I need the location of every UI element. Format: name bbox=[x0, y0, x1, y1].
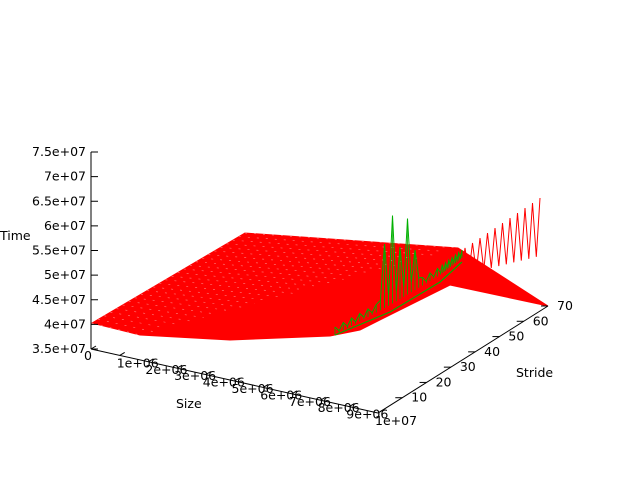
surface-red-mesh-line bbox=[177, 272, 319, 287]
surface-red-mesh-line bbox=[128, 301, 217, 315]
x-tick-label: 0 bbox=[84, 348, 92, 363]
surface-red-mesh-line bbox=[98, 319, 153, 332]
x-tick-label: 1e+06 bbox=[117, 355, 159, 370]
y-tick-label: 40 bbox=[484, 344, 500, 359]
z-tick-label: 7e+07 bbox=[44, 169, 86, 184]
surface-red-mesh-line bbox=[147, 290, 255, 304]
surface-red-mesh-line bbox=[153, 286, 268, 301]
z-axis-label: Time bbox=[0, 228, 31, 243]
surface-red-mesh-line bbox=[238, 236, 446, 252]
z-tick-label: 5e+07 bbox=[44, 267, 86, 282]
x-axis-ticks: 0 1e+062e+063e+064e+065e+066e+067e+068e+0… bbox=[84, 345, 417, 428]
surface-green-base bbox=[334, 261, 463, 336]
y-axis-label: Stride bbox=[516, 365, 553, 380]
x-tick-mark bbox=[90, 345, 97, 350]
z-tick-label: 6.5e+07 bbox=[32, 193, 86, 208]
x-tick-label: 1e+07 bbox=[375, 413, 417, 428]
x-tick-label: 7e+06 bbox=[289, 394, 331, 409]
x-tick-mark bbox=[234, 377, 240, 382]
z-axis-ticks: 3.5e+07 4e+07 4.5e+07 5e+07 5.5e+07 6e+07 6.5e… bbox=[32, 144, 98, 356]
z-tick-label: 5.5e+07 bbox=[32, 243, 86, 258]
y-tick-label: 70 bbox=[557, 298, 573, 313]
x-tick-label: 2e+06 bbox=[145, 362, 187, 377]
z-tick-label: 4e+07 bbox=[44, 316, 86, 331]
z-tick-label: 4.5e+07 bbox=[32, 292, 86, 307]
x-tick-label: 9e+06 bbox=[346, 407, 388, 422]
x-axis-label: Size bbox=[176, 396, 202, 411]
y-tick-label: 10 bbox=[411, 390, 427, 405]
surface-red-mesh-line bbox=[116, 308, 191, 322]
z-tick-label: 3.5e+07 bbox=[32, 341, 86, 356]
y-tick-label: 30 bbox=[460, 359, 476, 374]
y-tick-label: 50 bbox=[508, 329, 524, 344]
surface-red-plane bbox=[90, 232, 549, 341]
x-tick-mark bbox=[291, 390, 298, 395]
surface-red-mesh-line bbox=[232, 239, 433, 256]
surface-red-mesh-line bbox=[165, 279, 293, 294]
x-tick-label: 4e+06 bbox=[203, 375, 245, 390]
surface-green-ridge bbox=[334, 215, 463, 336]
x-tick-mark bbox=[119, 351, 125, 356]
x-tick-mark bbox=[320, 396, 326, 401]
x-tick-label: 6e+06 bbox=[260, 387, 302, 402]
y-tick-label: 20 bbox=[436, 374, 452, 389]
x-tick-mark bbox=[148, 358, 154, 363]
y-tick-label: 60 bbox=[533, 313, 549, 328]
y-axis-ticks: 10 20 30 40 50 60 70 bbox=[395, 298, 573, 405]
surface-red-mesh-line bbox=[202, 257, 369, 273]
x-tick-mark bbox=[262, 383, 269, 388]
z-tick-label: 6e+07 bbox=[44, 218, 86, 233]
x-tick-mark bbox=[176, 364, 183, 369]
surface-red-mesh-line bbox=[208, 254, 382, 270]
x-tick-mark bbox=[205, 371, 212, 376]
surface-red-mesh-line bbox=[214, 250, 395, 266]
x-tick-mark bbox=[377, 409, 384, 414]
surface-red-spikes bbox=[449, 197, 541, 278]
y-axis-line bbox=[377, 305, 549, 414]
surface-red-mesh bbox=[91, 232, 459, 336]
x-tick-label: 3e+06 bbox=[174, 368, 216, 383]
z-tick-label: 7.5e+07 bbox=[32, 144, 86, 159]
surface-green-outline bbox=[334, 215, 463, 332]
x-tick-mark bbox=[349, 403, 355, 408]
x-tick-label: 8e+06 bbox=[318, 400, 360, 415]
surface-red-mesh-line bbox=[183, 268, 331, 284]
surface-red-mesh-line bbox=[104, 315, 166, 329]
x-tick-label: 5e+06 bbox=[232, 381, 274, 396]
